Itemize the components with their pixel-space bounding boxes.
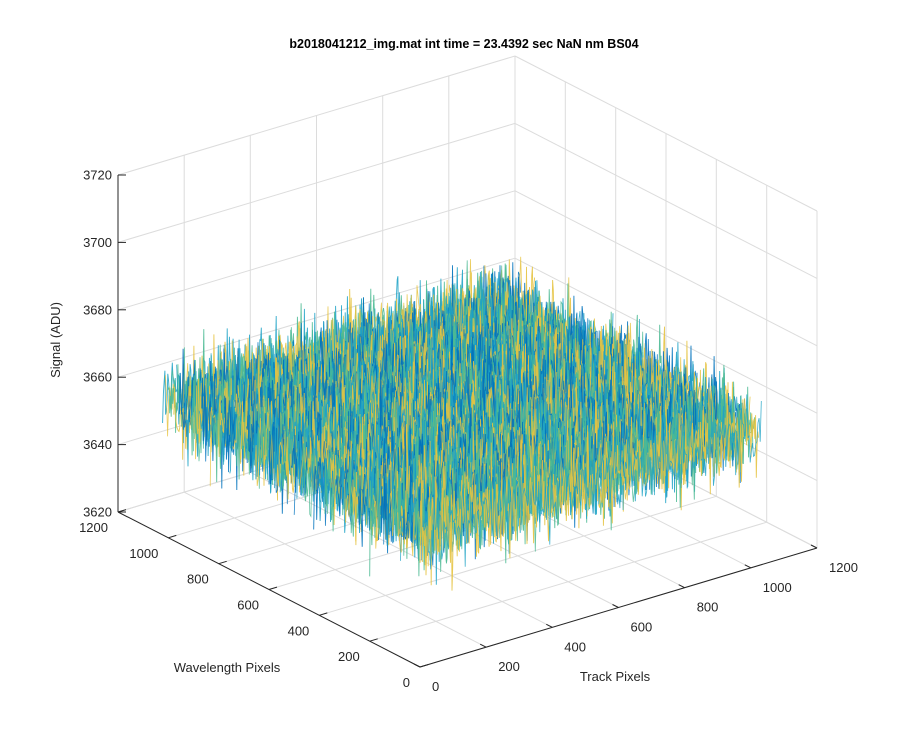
y-tick — [419, 664, 429, 668]
y-axis-label: Wavelength Pixels — [174, 660, 281, 675]
x-tick — [678, 584, 685, 589]
chart-title: b2018041212_img.mat int time = 23.4392 s… — [289, 37, 638, 51]
grid-line — [514, 257, 818, 414]
x-tick — [612, 604, 619, 608]
y-tick — [369, 638, 378, 642]
y-tick — [218, 560, 227, 565]
y-tick — [117, 509, 127, 513]
y-tick-label: 400 — [288, 623, 310, 638]
grid-line — [514, 190, 818, 347]
z-tick-label: 3700 — [83, 235, 112, 250]
x-tick-label: 0 — [432, 679, 439, 694]
y-tick-label: 1000 — [129, 546, 158, 561]
x-axis-label: Track Pixels — [580, 669, 651, 684]
z-tick-label: 3720 — [83, 168, 112, 183]
y-tick-label: 0 — [403, 675, 410, 690]
x-tick-label: 600 — [631, 620, 653, 635]
grid-line — [319, 495, 717, 616]
z-tick-label: 3660 — [83, 370, 112, 385]
z-axis-label: Signal (ADU) — [48, 302, 63, 378]
x-tick — [413, 663, 421, 668]
grid-line — [514, 122, 818, 279]
y-tick — [168, 534, 177, 539]
surface-plot-data — [162, 256, 762, 591]
x-tick — [546, 623, 553, 628]
x-tick — [744, 564, 752, 569]
surface-row — [419, 389, 759, 591]
x-tick-label: 1000 — [763, 580, 792, 595]
z-tick-label: 3620 — [83, 505, 112, 520]
x-tick-label: 200 — [498, 659, 520, 674]
grid-line — [117, 190, 516, 311]
grid-line — [117, 122, 516, 243]
x-tick-label: 800 — [697, 600, 719, 615]
y-tick-label: 1200 — [79, 520, 108, 535]
y-tick — [319, 612, 328, 616]
y-tick — [268, 586, 278, 590]
z-tick-label: 3640 — [83, 437, 112, 452]
x-tick — [810, 544, 818, 549]
x-tick-label: 1200 — [829, 560, 858, 575]
y-tick-label: 200 — [338, 649, 360, 664]
y-tick-label: 600 — [237, 598, 259, 613]
y-axis-ticks: 0 200 400 600 800 1000 1200 — [79, 509, 429, 690]
x-axis-ticks: 0 200 400 600 800 1000 1200 — [413, 544, 858, 694]
y-tick-label: 800 — [187, 572, 209, 587]
grid-line — [514, 55, 818, 212]
surface-row — [422, 394, 762, 570]
z-axis-ticks: 3620 3640 3660 3680 3700 3720 — [83, 168, 126, 520]
x-tick — [479, 643, 487, 648]
grid-line — [117, 55, 516, 176]
z-tick-label: 3680 — [83, 302, 112, 317]
x-tick-label: 400 — [564, 639, 586, 654]
grid-line — [369, 521, 767, 642]
